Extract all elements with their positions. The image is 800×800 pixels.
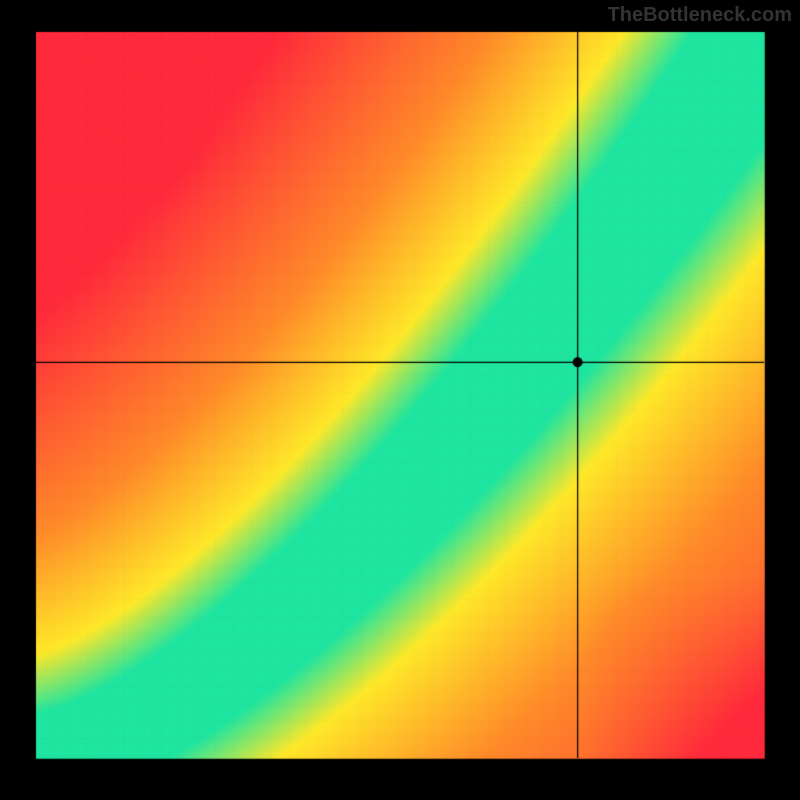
bottleneck-heatmap <box>0 0 800 800</box>
watermark-text: TheBottleneck.com <box>608 4 792 27</box>
chart-container: TheBottleneck.com <box>0 0 800 800</box>
